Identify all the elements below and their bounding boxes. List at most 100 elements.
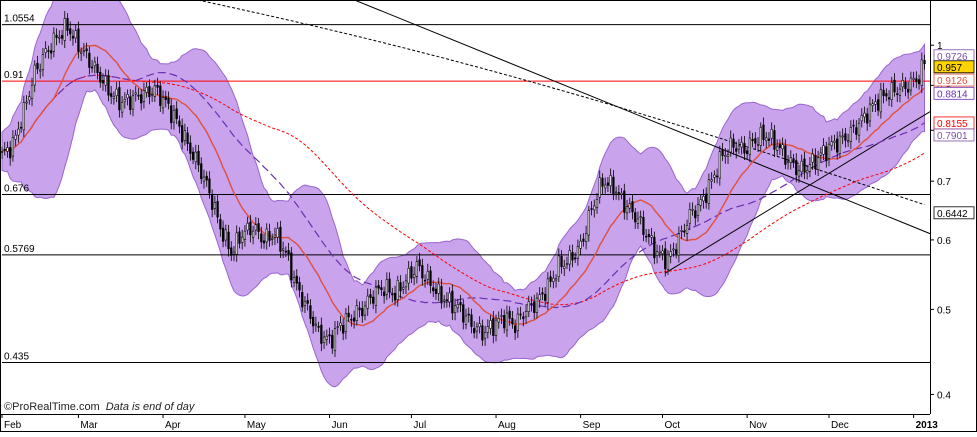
candle-body	[104, 75, 107, 86]
candle-body	[890, 82, 893, 100]
candle-body	[123, 99, 126, 103]
candle-body	[415, 261, 418, 277]
candle-body	[806, 170, 809, 174]
candle-body	[410, 266, 413, 279]
candle-body	[904, 81, 907, 90]
candle-body	[55, 34, 58, 38]
candle-body	[219, 219, 222, 230]
candle-body	[887, 97, 891, 100]
candle-body	[369, 294, 372, 298]
candle-body	[11, 137, 15, 157]
candle-body	[230, 247, 233, 256]
candle-body	[60, 35, 64, 39]
candle-body	[522, 316, 525, 320]
candle-body	[112, 95, 116, 99]
candle-body	[77, 28, 80, 52]
price-tag-value: 0.7901	[937, 131, 968, 142]
candle-body	[868, 103, 872, 122]
candle-body	[560, 255, 563, 268]
candle-body	[524, 311, 528, 318]
candle-body	[156, 84, 159, 88]
price-tag-value: 0.9726	[937, 52, 968, 63]
candle-body	[241, 236, 244, 243]
candle-body	[748, 137, 751, 156]
candle-body	[680, 230, 683, 232]
candle-body	[322, 336, 326, 343]
candle-body	[497, 318, 500, 323]
candle-body	[71, 35, 75, 39]
candle-body	[475, 326, 479, 332]
candle-body	[645, 235, 648, 238]
candle-body	[325, 335, 328, 340]
candle-body	[898, 88, 902, 96]
candle-body	[200, 163, 203, 180]
x-tick-label: 2013	[916, 420, 939, 431]
candle-body	[511, 318, 514, 325]
candle-body	[808, 164, 812, 172]
candle-body	[227, 231, 230, 250]
bollinger-band	[1, 0, 925, 388]
candle-body	[159, 85, 162, 106]
y-tick-label: 0.9	[937, 81, 951, 92]
level-label: 0.91	[4, 70, 24, 81]
ma-50-line	[1, 71, 925, 309]
candle-body	[320, 324, 323, 344]
candle-body	[571, 251, 574, 261]
candle-body	[552, 277, 555, 282]
candle-body	[462, 304, 465, 323]
candle-body	[849, 126, 852, 142]
candle-body	[74, 30, 77, 39]
candle-body	[25, 101, 28, 104]
candle-body	[535, 297, 539, 314]
candle-body	[426, 270, 429, 280]
candle-body	[432, 287, 435, 292]
candle-body	[778, 144, 782, 148]
candle-body	[189, 142, 192, 154]
candle-body	[118, 87, 121, 111]
candle-body	[279, 226, 282, 252]
candle-body	[96, 63, 99, 74]
candle-body	[857, 122, 861, 136]
candle-body	[489, 320, 492, 329]
candle-body	[298, 282, 301, 291]
candle-body	[915, 78, 918, 83]
candle-body	[574, 257, 577, 260]
candle-body	[655, 251, 659, 256]
candle-body	[483, 332, 487, 339]
candle-body	[530, 303, 533, 305]
x-tick-label: Aug	[498, 420, 516, 431]
candle-body	[623, 190, 626, 213]
candle-body	[838, 135, 842, 154]
candle-body	[183, 130, 186, 141]
candle-body	[470, 314, 473, 327]
candle-body	[546, 278, 550, 303]
candle-body	[282, 248, 285, 251]
candle-body	[232, 251, 236, 255]
candle-body	[50, 50, 53, 54]
y-tick-label: 1	[937, 41, 943, 52]
candle-body	[342, 324, 345, 334]
candle-body	[167, 97, 170, 104]
price-tag-box	[933, 86, 975, 100]
candle-body	[590, 208, 593, 210]
candle-body	[145, 86, 148, 93]
candle-body	[453, 305, 457, 314]
price-tag-box	[933, 73, 975, 87]
candle-body	[391, 293, 394, 296]
candle-body	[863, 112, 866, 118]
candle-body	[205, 175, 208, 181]
candle-body	[642, 216, 645, 235]
y-tick-label: 0.4	[937, 390, 951, 401]
x-tick-label: Apr	[165, 420, 181, 431]
candle-body	[107, 75, 110, 96]
candle-body	[224, 229, 227, 241]
candle-body	[877, 99, 880, 111]
level-label: 1.0554	[4, 14, 35, 25]
candle-body	[713, 174, 716, 178]
candles-layer	[0, 11, 926, 357]
candle-body	[388, 278, 391, 292]
candle-body	[197, 150, 200, 166]
candle-body	[781, 144, 784, 150]
